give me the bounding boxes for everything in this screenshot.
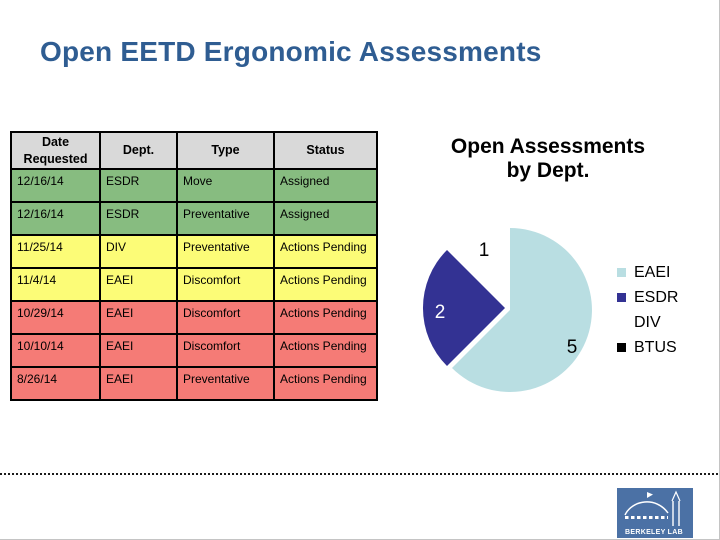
pie-slice-eaei bbox=[452, 228, 592, 392]
legend-item-esdr: ESDR bbox=[617, 285, 678, 310]
cell-dept: ESDR bbox=[99, 201, 178, 236]
table-header-row: Date Requested Dept. Type Status bbox=[10, 131, 378, 170]
pie-slice-esdr bbox=[422, 250, 505, 366]
pie-value-label-esdr: 2 bbox=[435, 302, 446, 323]
cell-date: 12/16/14 bbox=[10, 168, 101, 203]
legend-item-div: DIV bbox=[617, 310, 678, 335]
cell-dept: EAEI bbox=[99, 300, 178, 335]
cell-dept: EAEI bbox=[99, 267, 178, 302]
table-row: 10/10/14 EAEI Discomfort Actions Pending bbox=[10, 333, 378, 368]
cell-date: 11/25/14 bbox=[10, 234, 101, 269]
cell-type: Move bbox=[176, 168, 275, 203]
berkeley-lab-logo-icon: BERKELEY LAB bbox=[624, 490, 683, 536]
cell-date: 12/16/14 bbox=[10, 201, 101, 236]
cell-type: Discomfort bbox=[176, 267, 275, 302]
table-row: 10/29/14 EAEI Discomfort Actions Pending bbox=[10, 300, 378, 335]
col-header-status: Status bbox=[273, 131, 378, 170]
legend-item-eaei: EAEI bbox=[617, 260, 678, 285]
col-header-dept: Dept. bbox=[99, 131, 178, 170]
cell-type: Discomfort bbox=[176, 333, 275, 368]
chart-title: Open Assessments by Dept. bbox=[437, 135, 659, 183]
legend-swatch-div-icon bbox=[617, 318, 626, 327]
legend-label: DIV bbox=[634, 313, 661, 331]
chart-legend: EAEI ESDR DIV BTUS bbox=[617, 260, 678, 360]
cell-date: 8/26/14 bbox=[10, 366, 101, 401]
table-row: 11/4/14 EAEI Discomfort Actions Pending bbox=[10, 267, 378, 302]
cell-dept: EAEI bbox=[99, 333, 178, 368]
cell-type: Preventative bbox=[176, 234, 275, 269]
table-row: 11/25/14 DIV Preventative Actions Pendin… bbox=[10, 234, 378, 269]
cell-status: Assigned bbox=[273, 201, 378, 236]
table-row: 12/16/14 ESDR Preventative Assigned bbox=[10, 201, 378, 236]
slide-title: Open EETD Ergonomic Assessments bbox=[40, 36, 542, 67]
col-header-date: Date Requested bbox=[10, 131, 101, 170]
cell-status: Assigned bbox=[273, 168, 378, 203]
berkeley-lab-logo: BERKELEY LAB bbox=[617, 488, 693, 538]
logo-text: BERKELEY LAB bbox=[625, 529, 683, 536]
logo-flag bbox=[647, 492, 653, 498]
cell-dept: EAEI bbox=[99, 366, 178, 401]
pie-slice-div bbox=[452, 227, 510, 310]
col-header-type: Type bbox=[176, 131, 275, 170]
logo-tower-apex bbox=[671, 490, 681, 502]
table-row: 12/16/14 ESDR Move Assigned bbox=[10, 168, 378, 203]
legend-item-btus: BTUS bbox=[617, 335, 678, 360]
cell-status: Actions Pending bbox=[273, 234, 378, 269]
legend-label: BTUS bbox=[634, 338, 677, 356]
cell-status: Actions Pending bbox=[273, 300, 378, 335]
legend-label: ESDR bbox=[634, 288, 679, 306]
footer-divider bbox=[0, 473, 720, 475]
cell-type: Discomfort bbox=[176, 300, 275, 335]
table-row: 8/26/14 EAEI Preventative Actions Pendin… bbox=[10, 366, 378, 401]
cell-type: Preventative bbox=[176, 201, 275, 236]
cell-dept: ESDR bbox=[99, 168, 178, 203]
cell-status: Actions Pending bbox=[273, 333, 378, 368]
legend-swatch-eaei-icon bbox=[617, 268, 626, 277]
pie-value-label-div: 1 bbox=[479, 240, 490, 261]
cell-date: 10/29/14 bbox=[10, 300, 101, 335]
cell-status: Actions Pending bbox=[273, 267, 378, 302]
cell-date: 11/4/14 bbox=[10, 267, 101, 302]
legend-label: EAEI bbox=[634, 263, 671, 281]
legend-swatch-btus-icon bbox=[617, 343, 626, 352]
cell-dept: DIV bbox=[99, 234, 178, 269]
cell-date: 10/10/14 bbox=[10, 333, 101, 368]
chart-title-line2: by Dept. bbox=[506, 159, 590, 182]
assessments-table: Date Requested Dept. Type Status 12/16/1… bbox=[10, 131, 378, 401]
cell-status: Actions Pending bbox=[273, 366, 378, 401]
pie-value-label-eaei: 5 bbox=[567, 337, 578, 358]
legend-swatch-esdr-icon bbox=[617, 293, 626, 302]
chart-title-line1: Open Assessments bbox=[450, 135, 646, 158]
cell-type: Preventative bbox=[176, 366, 275, 401]
logo-dome-line bbox=[624, 501, 669, 516]
